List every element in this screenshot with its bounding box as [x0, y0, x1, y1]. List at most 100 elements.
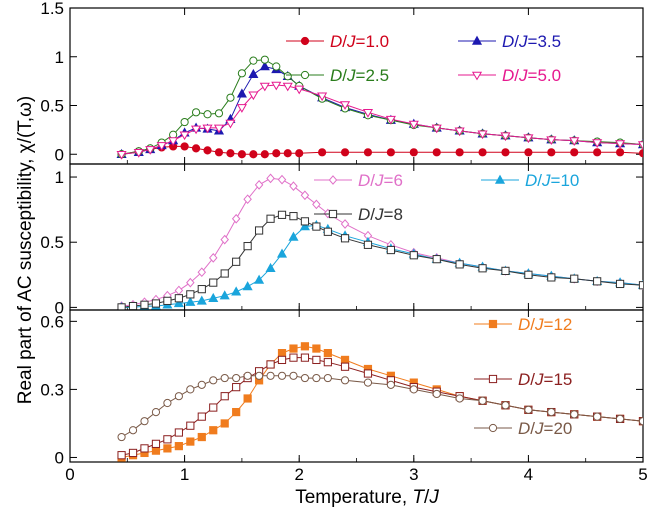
panel-3: 0 0.3 0.6 — [40, 309, 644, 467]
data-point — [214, 109, 224, 118]
data-point — [203, 110, 212, 119]
data-point — [638, 281, 643, 290]
data-point — [283, 149, 292, 158]
data-point — [289, 212, 298, 221]
x-axis-label-sep: / — [424, 487, 430, 508]
data-point — [151, 407, 161, 417]
data-point — [300, 217, 310, 226]
data-point — [312, 199, 321, 210]
data-point — [282, 82, 293, 92]
data-point — [340, 355, 350, 365]
data-point — [362, 109, 374, 118]
legends: D/J=1.0 D/J=3.5 D/J=2.5 D/J=5.0 D/J=6 D/J=10 D… — [286, 32, 579, 438]
legend-marker — [300, 70, 310, 80]
legend-label: D/J=12 — [518, 315, 572, 334]
data-point — [615, 279, 625, 289]
data-point — [232, 407, 241, 417]
y-tick-label: 0 — [55, 448, 64, 467]
data-point — [524, 148, 533, 157]
legend-entry: D/J=1.0 — [286, 32, 389, 51]
data-point — [300, 342, 310, 351]
x-axis-label-var2: J — [428, 487, 439, 508]
legend-entry: D/J=10 — [481, 171, 579, 190]
data-point — [276, 248, 288, 258]
data-point — [197, 412, 206, 421]
data-point — [243, 371, 252, 380]
data-point — [209, 403, 218, 412]
data-point — [186, 277, 195, 288]
series-D/J=12 — [117, 342, 643, 462]
data-point — [254, 371, 264, 380]
data-point — [169, 130, 178, 139]
legend-label: D/J=3.5 — [502, 32, 561, 51]
x-tick-label: 3 — [409, 465, 418, 484]
legend-entry: D/J=5.0 — [458, 66, 561, 85]
data-point — [156, 142, 167, 151]
legend-marker — [328, 209, 338, 219]
data-point — [191, 144, 201, 153]
data-point — [197, 380, 206, 389]
data-point — [478, 264, 487, 273]
series-D/J=1.0 — [117, 142, 643, 159]
data-point — [116, 150, 127, 160]
x-axis-label-prefix: Temperature, — [295, 487, 412, 508]
data-point — [300, 373, 310, 383]
data-point — [208, 252, 218, 263]
data-point — [524, 405, 533, 414]
data-point — [163, 444, 172, 453]
data-point — [174, 428, 183, 437]
data-point — [232, 383, 241, 392]
data-point — [237, 150, 246, 159]
data-point — [455, 394, 464, 403]
data-point — [385, 115, 396, 125]
legend-marker — [494, 174, 506, 184]
data-point — [225, 119, 236, 129]
data-point — [140, 444, 149, 453]
data-point — [242, 281, 253, 291]
data-point — [478, 148, 487, 157]
data-point — [339, 101, 351, 110]
data-point — [254, 179, 264, 190]
data-point — [163, 296, 172, 305]
data-point — [455, 148, 464, 157]
series-D/J=6 — [117, 173, 643, 310]
data-point — [363, 378, 373, 387]
data-point — [145, 146, 156, 155]
legend-entry: D/J=6 — [314, 171, 403, 190]
data-point — [219, 290, 230, 300]
data-point — [243, 194, 252, 205]
series-D/J=10 — [117, 219, 643, 310]
data-point — [266, 371, 275, 380]
data-point — [260, 55, 269, 64]
legend-entry: D/J=8 — [314, 205, 403, 224]
data-point — [289, 353, 298, 362]
legend-entry: D/J=12 — [474, 315, 572, 334]
data-point — [454, 127, 465, 137]
data-point — [295, 149, 304, 158]
y-tick-label: 0 — [55, 145, 64, 164]
data-point — [220, 269, 229, 278]
data-point — [174, 392, 183, 401]
data-point — [593, 412, 602, 421]
data-point — [151, 299, 161, 308]
data-point — [186, 421, 195, 430]
x-tick-label: 5 — [638, 465, 647, 484]
data-point — [615, 140, 626, 149]
data-point — [593, 277, 602, 286]
data-point — [128, 301, 138, 310]
y-axis-label: Real part of AC susceptibility, χ/(T,ω) — [15, 96, 36, 405]
data-point — [340, 219, 350, 229]
data-point — [168, 137, 179, 146]
y-tick-label: 0.3 — [40, 380, 64, 399]
data-point — [283, 72, 292, 81]
data-point — [432, 255, 441, 264]
data-point — [266, 214, 275, 223]
data-point — [213, 124, 225, 134]
data-point — [547, 273, 556, 282]
data-point — [173, 298, 184, 308]
data-point — [638, 149, 643, 158]
data-point — [615, 414, 625, 423]
legend-marker — [300, 36, 310, 46]
series-line — [121, 84, 643, 155]
data-point — [197, 432, 206, 442]
